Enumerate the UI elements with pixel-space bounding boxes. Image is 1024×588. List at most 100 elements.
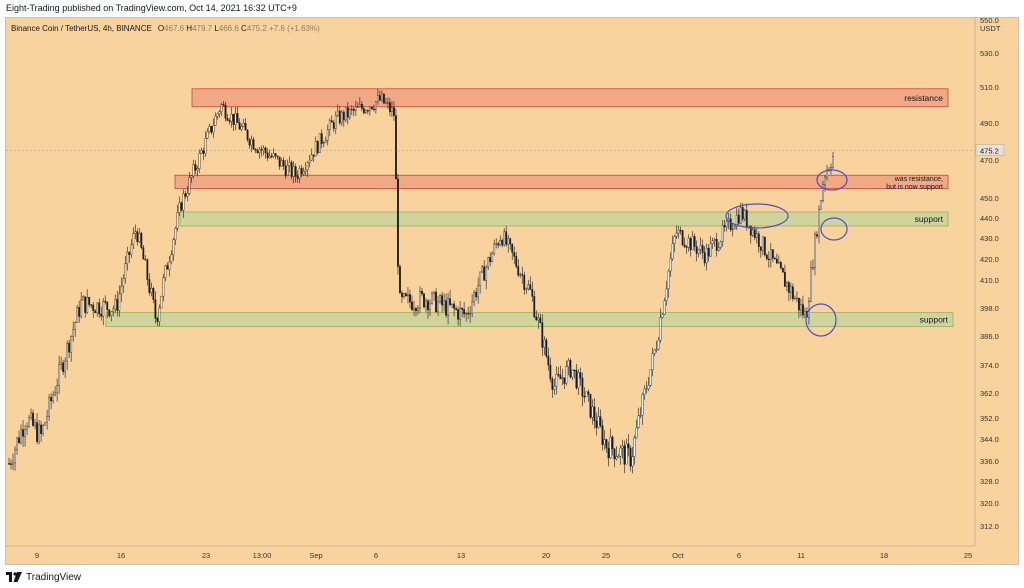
candle (763, 236, 766, 257)
candle (401, 290, 403, 304)
candle (783, 264, 786, 287)
candle (58, 355, 61, 394)
highlight-ellipse (816, 169, 848, 191)
zone-support[interactable] (179, 211, 949, 227)
candle (635, 419, 638, 439)
candle (647, 376, 650, 392)
candle (72, 321, 75, 342)
candle (657, 336, 660, 351)
candle (659, 308, 662, 343)
candle (374, 101, 377, 114)
candle (176, 204, 179, 232)
candle (461, 306, 464, 318)
candle (615, 446, 618, 461)
candle (38, 419, 40, 445)
candle (485, 264, 488, 290)
candle (579, 367, 582, 387)
x-tick-label: 20 (542, 551, 550, 560)
candle (669, 252, 672, 277)
candle (757, 230, 760, 253)
candle (459, 301, 461, 327)
chart-panel[interactable]: resistance was resistance, but is now supp… (5, 17, 1019, 565)
candle (705, 243, 708, 271)
candle (88, 296, 91, 308)
candle (338, 106, 341, 126)
candle (80, 291, 83, 319)
y-tick-label: 530.0 (980, 49, 999, 58)
candle (60, 356, 63, 370)
candle (46, 409, 48, 430)
candle (567, 358, 570, 376)
highlight-ellipse (820, 217, 848, 241)
candle (471, 294, 474, 318)
candle (665, 280, 668, 306)
candle (44, 421, 46, 426)
candle (551, 376, 554, 398)
candle (663, 297, 666, 315)
candle (715, 232, 718, 257)
candle (403, 292, 405, 299)
candle (533, 290, 536, 319)
candle (723, 219, 726, 232)
y-tick-label: 550.0 (980, 18, 999, 25)
candle (64, 357, 67, 379)
candle (312, 154, 315, 162)
candle (108, 309, 111, 318)
candle (735, 208, 738, 230)
candle (222, 100, 225, 106)
candle (376, 88, 379, 105)
candle (118, 285, 121, 317)
candle (643, 385, 646, 400)
candle (212, 118, 215, 139)
candle (820, 199, 822, 210)
zone-resistance[interactable] (191, 88, 949, 108)
candle (499, 235, 502, 247)
candle (318, 133, 321, 153)
candle (314, 136, 317, 157)
candle (649, 369, 652, 387)
candle (42, 423, 44, 437)
candle (393, 101, 395, 121)
candle (389, 97, 391, 116)
candle (96, 302, 99, 317)
candle (641, 392, 644, 425)
ohlc-readout: O467.6 H479.7 L466.6 C475.2 +7.6 (+1.63%… (158, 24, 320, 33)
candle (358, 97, 361, 108)
legend-layer: Binance Coin / TetherUS, 4h, BINANCE O46… (11, 24, 320, 33)
zone-resistance-support[interactable] (174, 174, 949, 189)
candle (342, 109, 345, 127)
candle (172, 237, 175, 261)
candle (571, 369, 574, 381)
candle (547, 347, 550, 371)
candle (755, 228, 758, 244)
candle (691, 231, 694, 251)
candle (469, 305, 472, 323)
candle (170, 250, 173, 265)
candle (543, 336, 546, 356)
candle (695, 240, 698, 262)
highlight-ellipse (725, 203, 789, 229)
candle (479, 271, 482, 294)
candle (487, 256, 490, 270)
candle (693, 233, 696, 252)
zone-label: support (920, 315, 949, 325)
price-chart[interactable]: resistance was resistance, but is now supp… (6, 18, 1018, 564)
candle (282, 157, 285, 171)
candle (192, 159, 195, 179)
candle (134, 224, 137, 240)
x-tick-label: 25 (964, 551, 972, 560)
candle (431, 291, 433, 305)
candle (234, 107, 237, 131)
candle (248, 137, 251, 149)
candle (306, 160, 309, 178)
zone-support[interactable] (105, 312, 954, 328)
candle (278, 156, 281, 170)
candle (743, 208, 746, 222)
candle (753, 226, 756, 241)
candle (12, 453, 14, 471)
candle (352, 107, 355, 117)
candle (613, 448, 616, 468)
candle (206, 128, 209, 139)
candle (316, 139, 319, 155)
candle (126, 246, 129, 271)
